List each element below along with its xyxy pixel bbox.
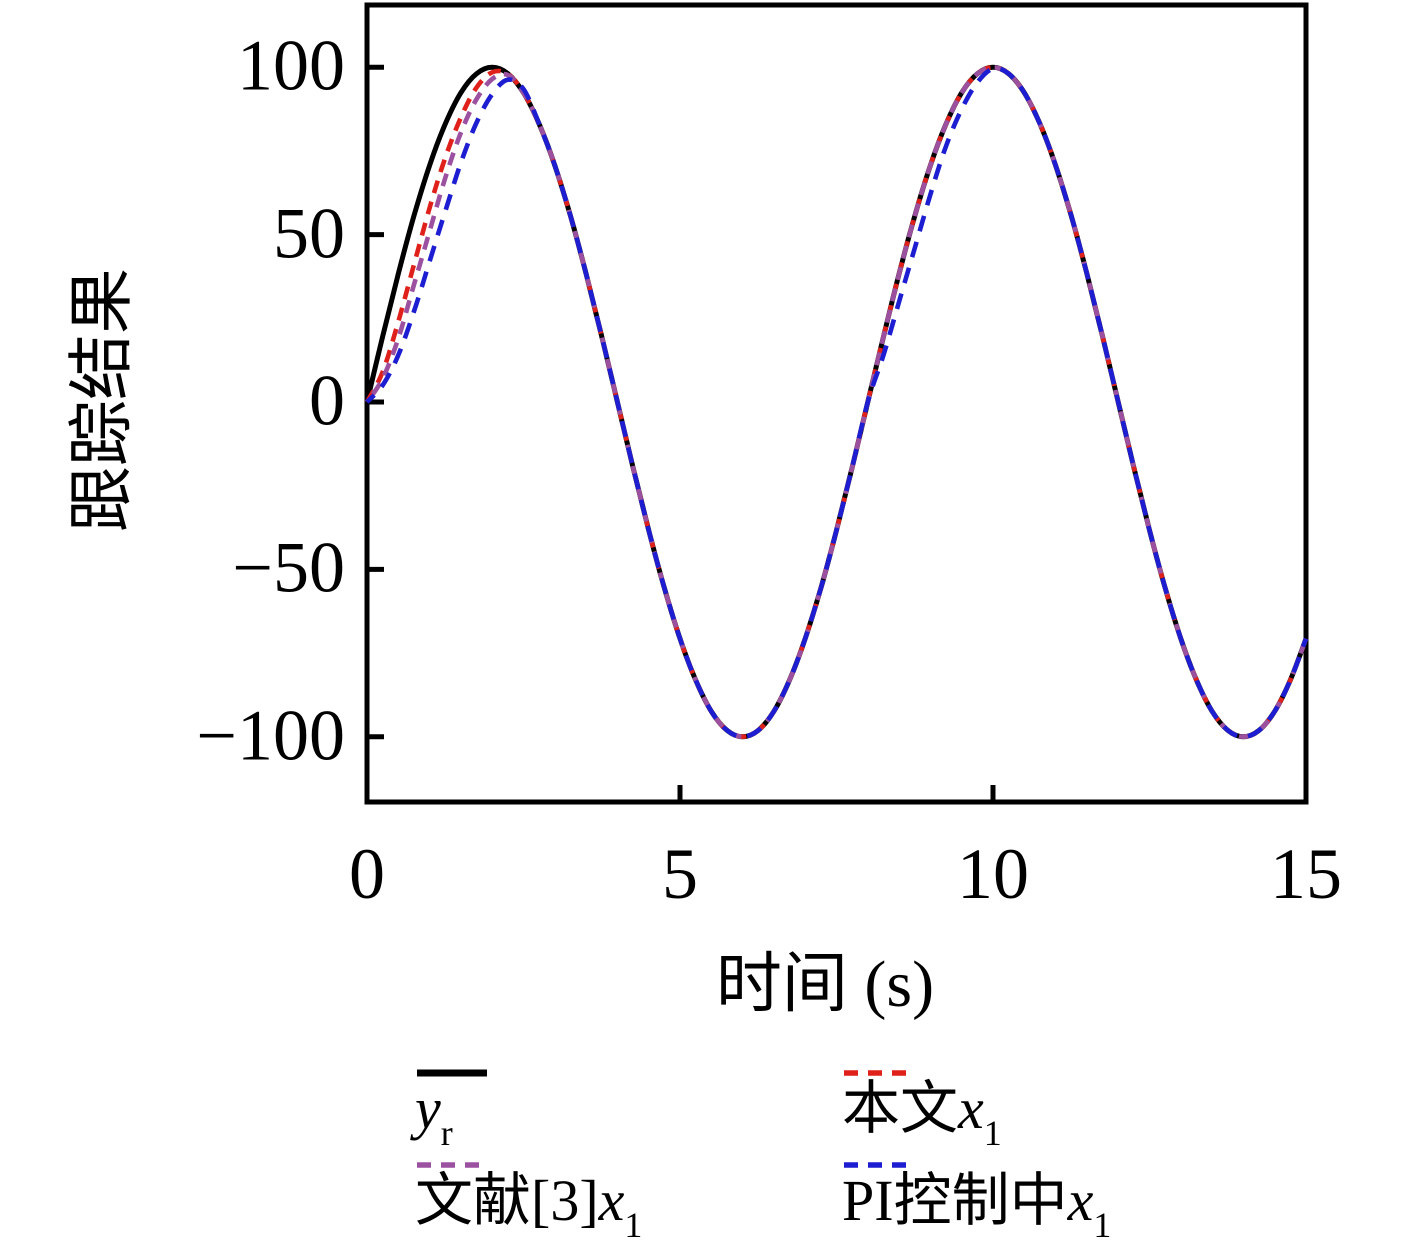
series-group	[364, 64, 1309, 740]
y-tick-label: −100	[196, 695, 345, 776]
y-tick-label: 50	[273, 193, 345, 274]
axes-box	[364, 2, 1309, 805]
x-axis-label: 时间 (s)	[715, 948, 935, 1021]
x-tick-label: 0	[349, 834, 385, 914]
series-curve-2	[365, 64, 1309, 740]
x-tick-label: 15	[1270, 834, 1342, 914]
legend-label-wenxian3: 文献[3]x1	[415, 1168, 643, 1245]
legend-entry-wenxian3: 文献[3]x1	[415, 1158, 642, 1244]
x-tick-label: 10	[957, 834, 1029, 914]
series-curve-3	[365, 65, 1309, 740]
legend-line-sample-wenxian3	[417, 1162, 487, 1168]
legend-entry-pi: PI控制中x1	[842, 1158, 1111, 1244]
legend-label-pi: PI控制中x1	[842, 1168, 1112, 1245]
series-curve-0	[364, 64, 1309, 740]
legend-line-sample-benwen	[844, 1070, 914, 1076]
y-tick-label: −50	[232, 527, 345, 608]
legend-entry-yr: yr	[415, 1066, 487, 1153]
legend-entry-benwen: 本文x1	[842, 1066, 1002, 1152]
legend-label-yr: yr	[415, 1076, 453, 1153]
series-curve-1	[364, 64, 1309, 740]
legend-label-benwen: 本文x1	[842, 1076, 1002, 1153]
y-tick-label: 100	[237, 25, 345, 106]
y-tick-label: 0	[309, 360, 345, 441]
x-tick-label: 5	[662, 834, 698, 914]
y-axis-label: 跟踪结果	[66, 268, 139, 532]
legend-line-sample-pi	[844, 1162, 914, 1168]
legend-line-sample-yr	[417, 1069, 487, 1077]
